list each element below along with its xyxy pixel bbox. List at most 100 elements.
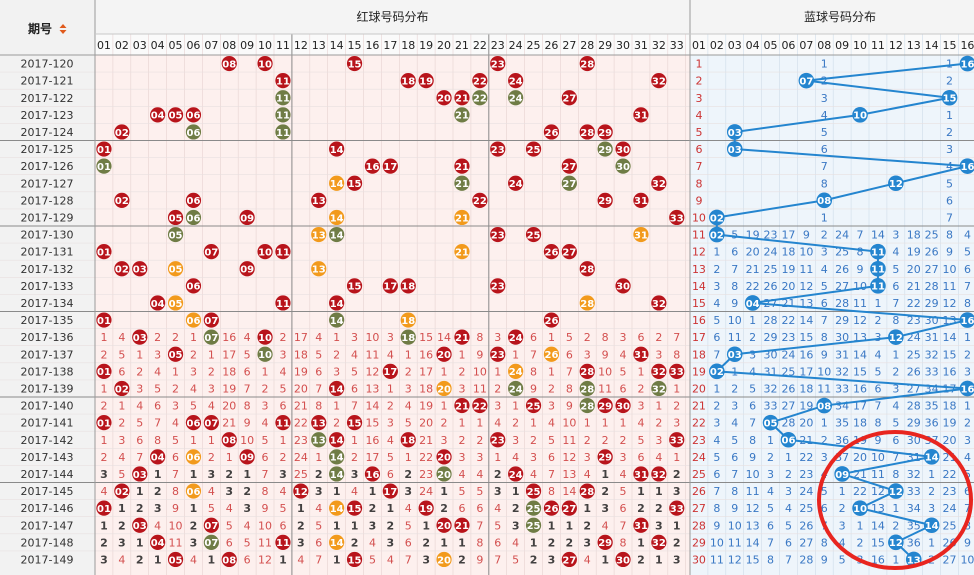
blue-miss-count: 6 (964, 263, 971, 276)
red-miss-count: 6 (548, 451, 555, 464)
period-label: 2017-138 (21, 365, 74, 378)
red-miss-count: 16 (419, 348, 433, 361)
red-ball (239, 449, 255, 465)
red-miss-count: 2 (351, 536, 359, 549)
period-label: 2017-120 (21, 58, 74, 71)
blue-miss-count: 32 (835, 365, 849, 378)
blue-ball-number: 11 (871, 265, 885, 276)
blue-miss-count: 9 (821, 553, 828, 566)
red-ball-number: 13 (312, 265, 326, 276)
blue-miss-count: 14 (746, 536, 760, 549)
blue-miss-count: 11 (710, 553, 724, 566)
red-miss-count: 4 (494, 417, 501, 430)
red-miss-count: 4 (262, 417, 269, 430)
blue-miss-count: 2 (749, 331, 756, 344)
red-ball (275, 107, 291, 123)
red-miss-count: 2 (369, 502, 377, 515)
blue-miss-count: 8 (749, 434, 756, 447)
red-miss-count: 1 (333, 400, 340, 413)
red-ball (436, 551, 452, 568)
blue-miss-count: 1 (749, 314, 756, 327)
blue-ball (852, 107, 868, 123)
red-ball (508, 380, 524, 397)
red-ball (597, 124, 613, 140)
blue-miss-count: 25 (925, 229, 939, 242)
blue-miss-count: 3 (713, 417, 720, 430)
red-miss-count: 1 (297, 502, 305, 515)
red-miss-count: 3 (387, 417, 394, 430)
blue-miss-count: 10 (728, 519, 742, 532)
red-ball-number: 21 (455, 213, 469, 224)
red-ball-number: 09 (240, 453, 254, 464)
red-ball (615, 141, 631, 157)
red-ball-number: 23 (491, 145, 505, 156)
blue-miss-count: 24 (799, 485, 813, 498)
red-ball-number: 17 (383, 367, 397, 378)
red-ball-number: 15 (348, 59, 362, 70)
red-ball-number: 07 (204, 316, 218, 327)
red-ball (508, 466, 524, 482)
blue-miss-count: 3 (928, 502, 935, 515)
red-ball (633, 107, 649, 123)
red-column-label: 08 (222, 39, 236, 52)
red-ball-number: 29 (598, 196, 612, 207)
blue-miss-count: 27 (692, 502, 706, 515)
red-ball-number: 14 (330, 470, 344, 481)
red-ball (329, 432, 345, 448)
red-miss-count: 3 (422, 553, 430, 566)
red-miss-count: 1 (441, 400, 448, 413)
blue-miss-count: 2 (731, 382, 738, 395)
blue-miss-count: 3 (749, 348, 756, 361)
blue-ball (959, 55, 974, 72)
blue-ball-number: 03 (728, 128, 742, 139)
red-miss-count: 6 (620, 502, 627, 515)
red-miss-count: 1 (315, 451, 322, 464)
red-ball-number: 22 (473, 94, 487, 105)
blue-miss-count: 11 (943, 280, 957, 293)
red-ball (346, 55, 363, 72)
red-ball (490, 432, 506, 448)
red-miss-count: 1 (530, 417, 537, 430)
blue-column-label: 15 (943, 39, 957, 52)
blue-ball-number: 14 (925, 453, 939, 464)
red-ball (579, 295, 595, 311)
red-miss-count: 5 (118, 468, 125, 481)
blue-ball (762, 414, 779, 431)
blue-miss-count: 22 (799, 451, 813, 464)
blue-miss-count: 15 (746, 553, 760, 566)
red-ball-number: 14 (330, 538, 344, 549)
red-ball (203, 312, 219, 328)
red-ball (436, 517, 452, 533)
red-miss-count: 24 (419, 485, 433, 498)
blue-miss-count: 6 (874, 382, 881, 395)
red-ball (579, 483, 595, 499)
red-ball (167, 551, 184, 568)
blue-miss-count: 3 (892, 382, 899, 395)
red-ball (185, 107, 202, 123)
blue-column-label: 07 (799, 39, 813, 52)
blue-miss-count: 11 (853, 297, 867, 310)
blue-miss-count: 29 (692, 536, 706, 549)
red-miss-count: 9 (244, 417, 251, 430)
red-ball-number: 21 (455, 162, 469, 173)
red-ball-number: 29 (598, 145, 612, 156)
blue-column-label: 14 (925, 39, 939, 52)
blue-miss-count: 1 (695, 58, 702, 71)
blue-miss-count: 9 (821, 348, 828, 361)
red-miss-count: 3 (208, 382, 215, 395)
blue-miss-count: 4 (695, 109, 702, 122)
red-miss-count: 3 (548, 553, 556, 566)
red-miss-count: 1 (530, 536, 538, 549)
red-column-label: 16 (365, 39, 379, 52)
red-ball-number: 07 (204, 247, 218, 258)
red-miss-count: 4 (620, 348, 627, 361)
red-ball (167, 107, 184, 123)
red-miss-count: 1 (494, 451, 501, 464)
red-ball (329, 226, 345, 243)
blue-miss-count: 11 (817, 382, 831, 395)
red-miss-count: 5 (387, 451, 394, 464)
blue-miss-count: 5 (946, 177, 953, 190)
blue-ball-number: 03 (728, 350, 742, 361)
red-ball-number: 33 (670, 367, 684, 378)
red-ball-number: 24 (509, 470, 523, 481)
